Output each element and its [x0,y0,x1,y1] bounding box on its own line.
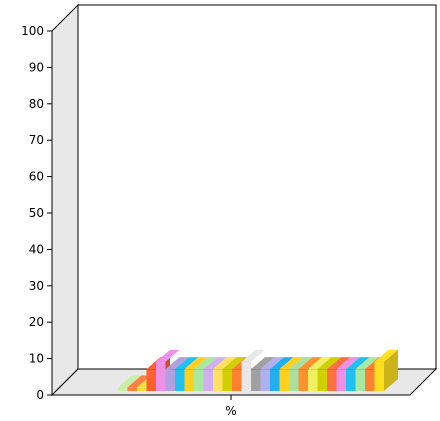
bar-front [298,369,308,391]
bar [270,357,294,391]
bar-front [365,369,375,391]
bar-top [194,357,218,370]
bar-top [118,375,142,388]
bar [308,357,332,391]
bar-top [127,375,151,388]
bar-front [355,369,365,391]
bar-top [270,357,294,370]
bar [203,357,227,391]
bar-series [118,349,398,391]
bar-top [327,357,351,370]
bar-front [194,369,204,391]
bar-front [260,369,270,391]
bar [241,349,265,391]
bar-front [346,369,356,391]
bar [127,375,151,391]
bar [317,357,341,391]
bar [289,357,313,391]
bar-front [146,369,156,391]
bar-front [175,369,185,391]
y-tick-label: 20 [29,315,44,329]
x-tick-label: % [225,404,236,418]
bar-front [232,369,242,391]
y-tick-label: 30 [29,279,44,293]
bar-top [184,357,208,370]
bar [298,357,322,391]
bar-front [336,369,346,391]
bar-front [127,387,137,391]
bar-top [317,357,341,370]
bar [374,349,398,391]
bar-front [203,369,213,391]
bar-top [175,357,199,370]
back-wall [77,4,437,370]
x-axis: % [52,394,410,418]
left-wall [51,3,79,397]
bar-front [213,369,223,391]
bar [346,357,370,391]
y-tick-label: 10 [29,352,44,366]
bar-top [260,357,284,370]
bar-front [279,369,289,391]
bar-top [308,357,332,370]
bar-top [289,357,313,370]
bar-front [118,387,128,391]
bar [165,357,189,391]
y-axis: 0 10 20 30 40 50 60 70 80 90 100 [21,24,53,402]
bar-top [251,357,275,370]
y-tick-label: 90 [29,60,44,74]
bar-front [289,369,299,391]
bar [355,357,379,391]
bar-front [165,369,175,391]
bar [194,357,218,391]
bar [156,349,180,391]
bar [222,357,246,391]
bar-front [222,369,232,391]
y-tick-label: 100 [21,24,44,38]
bar-top [298,357,322,370]
bar [175,357,199,391]
bar-front [308,369,318,391]
y-tick-label: 0 [36,388,44,402]
bar [118,375,142,391]
bar-top [156,349,180,362]
y-tick-label: 70 [29,133,44,147]
bar-top [374,349,398,362]
bar-top [165,357,189,370]
bar [260,357,284,391]
bar-front [251,369,261,391]
y-tick-label: 80 [29,97,44,111]
bar-top [241,349,265,362]
bar-front [270,369,280,391]
y-tick-label: 40 [29,242,44,256]
bar-top [203,357,227,370]
bar-front [156,361,166,391]
bar [213,357,237,391]
y-tick-label: 60 [29,170,44,184]
bar-top [355,357,379,370]
bar-front [241,361,251,391]
bar [327,357,351,391]
bar-front [184,369,194,391]
bar [279,357,303,391]
bar [251,357,275,391]
bar-front [137,387,147,391]
bar [336,357,360,391]
bar-top [222,357,246,370]
bar-top [279,357,303,370]
bar-front [317,369,327,391]
bar-side [384,349,398,391]
y-tick-label: 50 [29,206,44,220]
bar-top [213,357,237,370]
chart-frame [50,3,438,397]
bar-front [327,369,337,391]
bar-front [374,361,384,391]
bar [184,357,208,391]
bar-top [336,357,360,370]
bar-top [346,357,370,370]
